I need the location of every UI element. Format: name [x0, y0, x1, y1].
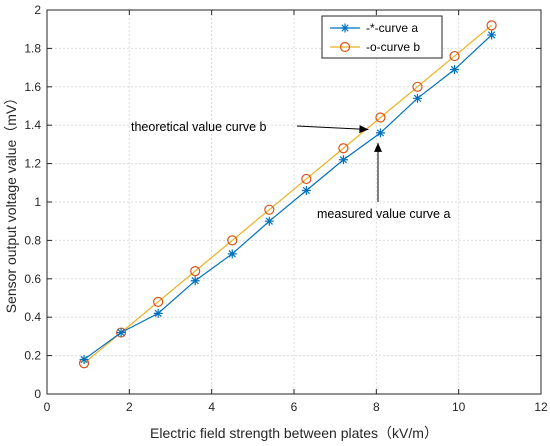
y-tick-label: 1.8 [24, 41, 41, 55]
y-tick-label: 0 [34, 387, 41, 401]
asterisk-stroke [375, 128, 385, 138]
x-tick-label: 8 [373, 400, 380, 414]
legend-circle-marker [339, 41, 351, 53]
data-point-a [450, 65, 460, 75]
annotation-theoretical-arrow-shaft [296, 125, 369, 131]
data-point-b [338, 143, 349, 154]
data-point-a [413, 93, 422, 103]
data-point-b [301, 173, 312, 185]
data-point-b [227, 235, 238, 246]
asterisk-stroke [190, 276, 200, 286]
x-tick-label: 0 [44, 400, 51, 414]
x-axis-label: Electric field strength between plates（k… [150, 425, 438, 441]
x-tick-label: 6 [291, 400, 298, 414]
data-point-a [153, 308, 163, 318]
data-point-b [449, 50, 460, 62]
asterisk-stroke [264, 216, 274, 226]
y-tick-label: 1.6 [24, 80, 41, 94]
y-tick-label: 2 [34, 3, 41, 17]
data-point-a [338, 155, 348, 165]
asterisk-stroke [79, 354, 89, 364]
annotations: theoretical value curve b measured value … [131, 120, 450, 221]
data-point-a [79, 354, 89, 364]
legend-asterisk-marker [340, 23, 350, 33]
annotation-measured-label: measured value curve a [317, 207, 450, 221]
y-axis-label: Sensor output voltage value（mV） [3, 91, 19, 314]
y-tick-label: 0.8 [24, 233, 41, 247]
x-tick-label: 10 [452, 400, 466, 414]
data-point-a [264, 216, 274, 226]
y-tick-label: 0.4 [24, 310, 41, 324]
annotation-measured-arrow-head [374, 142, 382, 152]
series-layer [78, 20, 497, 369]
data-point-b [412, 81, 423, 92]
grid-lines [47, 10, 541, 394]
legend-entry-a: -*-curve a [330, 21, 418, 35]
y-tick-label: 1.4 [24, 118, 41, 132]
y-tick-label: 1.2 [24, 157, 41, 171]
asterisk-stroke [413, 93, 422, 103]
legend-entry-b: -o-curve b [330, 40, 420, 54]
annotation-theoretical-label: theoretical value curve b [131, 120, 267, 134]
asterisk-stroke [487, 30, 497, 40]
data-point-a [116, 328, 126, 338]
data-point-b [153, 296, 164, 307]
tick-labels: 0 2 4 6 8 10 12 0 0.2 0.4 0.6 0.8 1 1.2 1.4 1.6 1.8 2 [24, 3, 548, 414]
series-line-b [83, 24, 492, 364]
data-point-a [190, 276, 200, 286]
asterisk-stroke [227, 249, 237, 259]
asterisk-stroke [116, 328, 126, 338]
legend-label: -*-curve a [366, 21, 418, 35]
asterisk-stroke [338, 155, 348, 165]
asterisk-stroke [153, 308, 163, 318]
data-point-a [487, 30, 497, 40]
annotation-theoretical-arrow-head [359, 125, 369, 134]
data-point-b [190, 266, 201, 277]
legend-label: -o-curve b [366, 40, 420, 54]
asterisk-stroke [340, 23, 350, 33]
series-line-a [83, 34, 493, 360]
data-point-b [486, 20, 497, 31]
x-tick-label: 12 [534, 400, 548, 414]
y-tick-label: 0.6 [24, 272, 41, 286]
legend: -*-curve a -o-curve b [321, 15, 443, 59]
x-tick-label: 2 [126, 400, 133, 414]
data-point-b [375, 112, 386, 123]
data-point-b [264, 204, 275, 215]
y-tick-label: 0.2 [24, 349, 41, 363]
asterisk-stroke [301, 185, 311, 195]
data-point-a [301, 185, 311, 195]
axes [46, 9, 542, 395]
y-tick-label: 1 [34, 195, 41, 209]
asterisk-stroke [450, 65, 460, 75]
data-point-a [375, 128, 385, 138]
x-tick-label: 4 [208, 400, 215, 414]
data-point-a [227, 249, 237, 259]
